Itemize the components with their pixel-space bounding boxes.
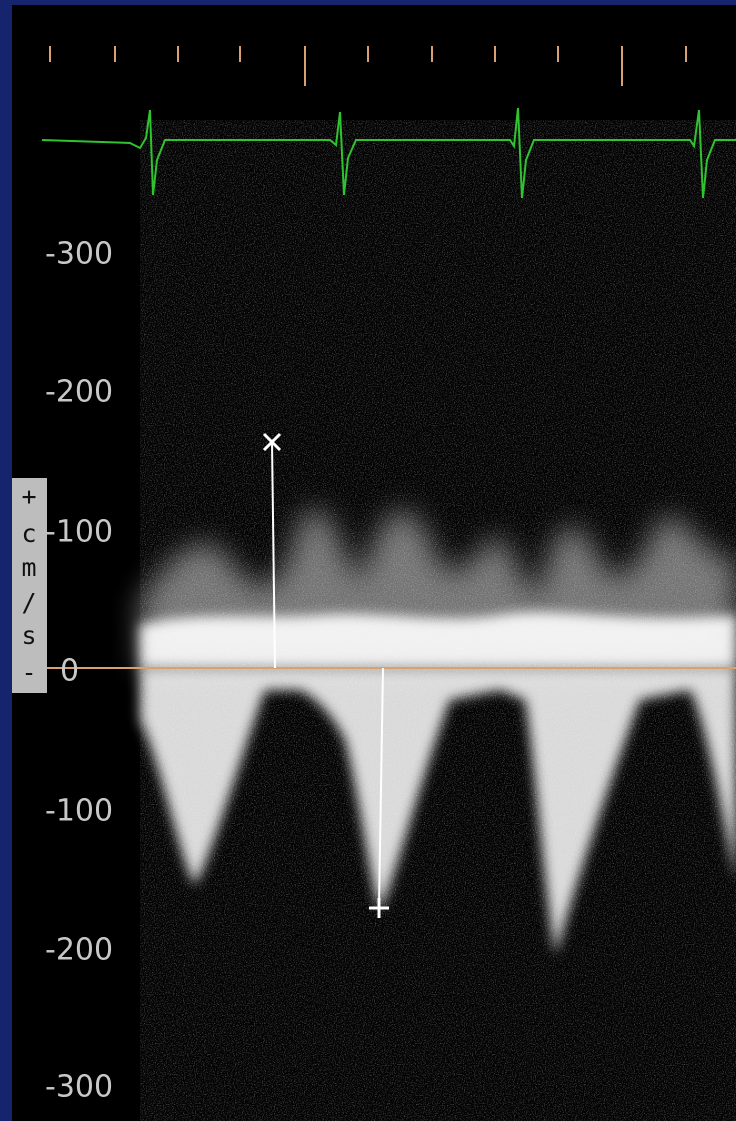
axis-label: -200 bbox=[45, 933, 113, 968]
axis-label: -100 bbox=[45, 515, 113, 550]
doppler-screen: + cm / s - -300 -200 -100 0 -100 -200 -300 bbox=[0, 0, 736, 1121]
page: +cm/s- -300-200-1000-100-200-300 (() => … bbox=[0, 0, 736, 1121]
axis-label: -300 bbox=[45, 237, 113, 272]
unit-char: s bbox=[21, 621, 36, 650]
unit-char: m bbox=[21, 553, 36, 582]
unit-char: c bbox=[21, 519, 36, 548]
unit-char: - bbox=[21, 658, 36, 687]
unit-char: + bbox=[21, 482, 36, 511]
axis-label: -200 bbox=[45, 375, 113, 410]
axis-label: -300 bbox=[45, 1070, 113, 1105]
unit-char: / bbox=[21, 588, 36, 617]
axis-label: -100 bbox=[45, 794, 113, 829]
axis-label: 0 bbox=[60, 654, 79, 689]
